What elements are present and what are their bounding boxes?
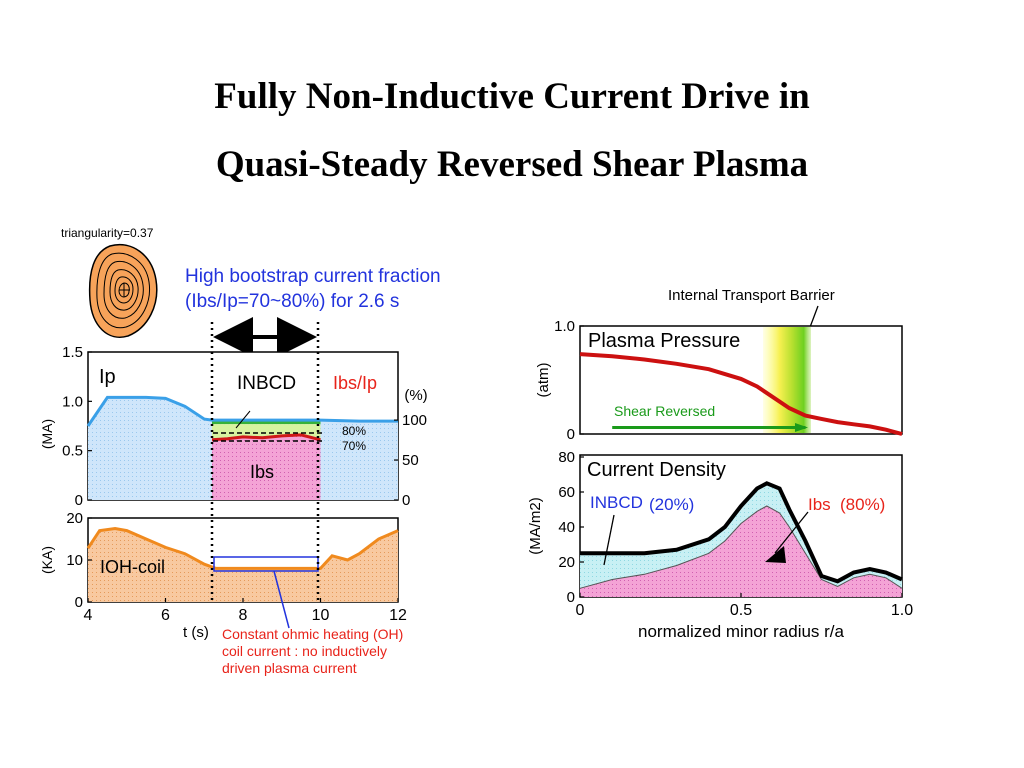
bs-profile-pointer bbox=[774, 511, 809, 554]
nbcd-percentage-label: (20%) bbox=[649, 495, 694, 514]
bootstrap-annotation-line-1: High bootstrap current fraction bbox=[185, 266, 441, 287]
ip-axis-tick-label-0: 0 bbox=[75, 492, 83, 509]
nbcd-profile-label: INBCD bbox=[590, 493, 643, 512]
atm-axis-tick-label-1.0: 1.0 bbox=[554, 318, 575, 335]
time-axis-tick-label-10: 10 bbox=[312, 607, 330, 624]
ka-axis-label: (KA) bbox=[39, 546, 55, 574]
nbcd-label: INBCD bbox=[237, 373, 296, 394]
time-axis-tick-label-6: 6 bbox=[161, 607, 170, 624]
itb-band bbox=[763, 327, 811, 433]
total-profile-line bbox=[580, 481, 903, 584]
ka-axis-tick-label-20: 20 bbox=[66, 510, 83, 527]
ma-axis-label: (MA) bbox=[39, 419, 55, 449]
bs-ratio-line bbox=[211, 433, 321, 442]
ka-axis-tick-label-0: 0 bbox=[75, 594, 83, 611]
current-density-axis-tick-label-40: 40 bbox=[558, 519, 575, 536]
triangularity-label: triangularity=0.37 bbox=[61, 226, 154, 240]
slide-title-line-1: Fully Non-Inductive Current Drive in bbox=[214, 76, 810, 117]
bs-percentage-label: (80%) bbox=[840, 495, 885, 514]
bs-profile-arrow-head bbox=[765, 546, 786, 563]
nbcd-profile-pointer bbox=[603, 514, 615, 566]
percent-axis-tick-label-0: 0 bbox=[402, 492, 410, 509]
current-density-axis-tick-label-60: 60 bbox=[558, 484, 575, 501]
current-density-axis-tick-label-80: 80 bbox=[558, 449, 575, 466]
oh-annotation-line-3: driven plasma current bbox=[222, 660, 357, 676]
radius-axis-tick-label-0: 0 bbox=[576, 602, 585, 619]
pressure-line bbox=[579, 352, 903, 436]
shear-reversed-label: Shear Reversed bbox=[614, 403, 715, 419]
shear-arrow-head bbox=[795, 423, 808, 432]
percent-axis-label: (%) bbox=[404, 387, 427, 404]
current-density-axis-label: (MA/m2) bbox=[527, 497, 544, 555]
time-axis-label: t (s) bbox=[183, 624, 209, 641]
bootstrap-annotation-line-2: (Ibs/Ip=70~80%) for 2.6 s bbox=[185, 291, 399, 312]
bs-area bbox=[212, 434, 321, 500]
ip-label: Ip bbox=[99, 366, 116, 388]
slide-title-line-2: Quasi-Steady Reversed Shear Plasma bbox=[215, 144, 809, 185]
oh-annotation-line-1: Constant ohmic heating (OH) bbox=[222, 626, 403, 642]
current-density-axis-tick-label-20: 20 bbox=[558, 554, 575, 571]
bs-ratio-label: Ibs/Ip bbox=[333, 373, 377, 393]
oh-coil-area bbox=[88, 528, 398, 602]
current-density-title: Current Density bbox=[587, 459, 726, 481]
oh-annotation-line-2: coil current : no inductively bbox=[222, 643, 387, 659]
oh-coil-line bbox=[86, 526, 399, 570]
time-axis-tick-label-12: 12 bbox=[389, 607, 407, 624]
time-axis-tick-label-8: 8 bbox=[239, 607, 248, 624]
pressure-title: Plasma Pressure bbox=[588, 330, 740, 352]
oh-annotation-pointer bbox=[273, 570, 290, 629]
bs-profile-label: Ibs bbox=[808, 495, 831, 514]
pct70-label: 70% bbox=[342, 439, 366, 453]
bs-profile-line bbox=[579, 505, 903, 589]
plasma-cross-section-icon bbox=[88, 244, 158, 338]
oh-coil-label: IOH-coil bbox=[100, 557, 165, 577]
radius-axis-tick-label-1.0: 1.0 bbox=[891, 602, 913, 619]
nbcd-pointer-line bbox=[235, 410, 251, 429]
minor-radius-axis-label: normalized minor radius r/a bbox=[638, 622, 845, 641]
ka-axis-tick-label-10: 10 bbox=[66, 552, 83, 569]
current-density-axis-tick-label-0: 0 bbox=[567, 589, 575, 606]
plasma-current-panel: Ip INBCD Ibs/Ip Ibs 80% 70% (MA) (%) 0 0.… bbox=[39, 344, 428, 509]
time-axis-tick-label-4: 4 bbox=[84, 607, 93, 624]
bs-profile-area bbox=[580, 506, 902, 597]
atm-axis-label: (atm) bbox=[535, 363, 552, 398]
bs-label: Ibs bbox=[250, 462, 274, 482]
radius-axis-tick-label-0.5: 0.5 bbox=[730, 602, 752, 619]
atm-axis-tick-label-0: 0 bbox=[567, 426, 575, 443]
ip-axis-tick-label-0.5: 0.5 bbox=[62, 443, 83, 460]
itb-label: Internal Transport Barrier bbox=[668, 287, 835, 304]
pressure-panel: Plasma Pressure Shear Reversed (atm) 0 1.… bbox=[535, 318, 903, 443]
ip-axis-tick-label-1.5: 1.5 bbox=[62, 344, 83, 361]
current-density-panel: Current Density INBCD (20%) Ibs (80%) (M… bbox=[527, 449, 913, 641]
ip-line bbox=[86, 395, 398, 427]
percent-axis-tick-label-100: 100 bbox=[402, 412, 427, 429]
ip-axis-tick-label-1.0: 1.0 bbox=[62, 393, 83, 410]
percent-axis-tick-label-50: 50 bbox=[402, 452, 419, 469]
pct80-label: 80% bbox=[342, 424, 366, 438]
oh-coil-panel: IOH-coil (KA) 0 10 20 4 6 8 10 12 t (s) bbox=[39, 510, 407, 641]
